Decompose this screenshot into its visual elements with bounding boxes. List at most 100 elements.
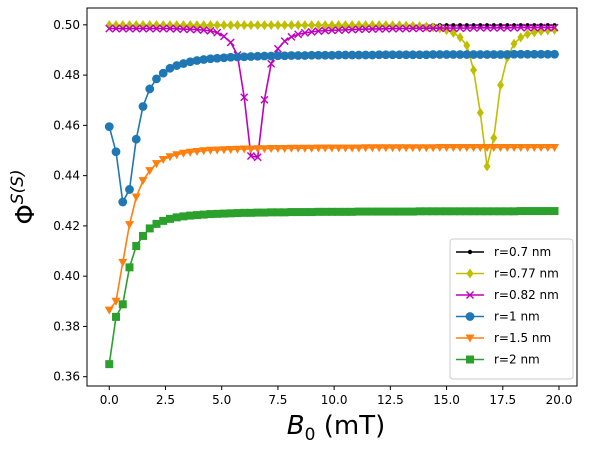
- data-point: [152, 219, 161, 228]
- data-point: [179, 212, 188, 221]
- data-point: [260, 208, 269, 217]
- data-point: [253, 208, 262, 217]
- data-point: [401, 144, 411, 153]
- data-point: [307, 50, 317, 60]
- data-point: [428, 50, 438, 59]
- legend-entry: r=1.5 nm: [456, 331, 551, 345]
- data-point: [213, 20, 221, 31]
- legend-entry: r=0.82 nm: [456, 288, 559, 302]
- data-point: [287, 208, 296, 217]
- data-point: [105, 360, 114, 369]
- data-point: [118, 24, 127, 33]
- data-point: [307, 27, 316, 36]
- series-5: [105, 207, 559, 369]
- data-point: [178, 149, 188, 158]
- legend-entry: r=0.7 nm: [456, 245, 551, 259]
- data-point: [340, 50, 350, 60]
- data-point: [192, 25, 201, 34]
- data-point: [145, 167, 155, 176]
- legend-marker: [466, 268, 474, 279]
- data-point: [172, 151, 182, 160]
- data-point: [341, 25, 350, 34]
- legend-entry: r=1 nm: [456, 310, 540, 324]
- data-point: [206, 54, 215, 64]
- data-point: [300, 51, 310, 60]
- data-point: [300, 28, 309, 37]
- data-point: [340, 144, 350, 153]
- data-point: [395, 207, 404, 216]
- data-point: [152, 24, 161, 33]
- data-point: [240, 208, 249, 217]
- x-axis-title-main: B: [287, 411, 305, 441]
- data-point: [421, 50, 431, 60]
- data-point: [503, 207, 512, 216]
- data-point: [381, 207, 390, 216]
- x-tick-label: 17.5: [489, 393, 516, 407]
- data-point: [145, 24, 154, 33]
- legend-label: r=0.7 nm: [494, 245, 551, 259]
- data-point: [226, 145, 236, 154]
- data-point: [347, 144, 357, 153]
- data-point: [145, 224, 154, 233]
- data-point: [516, 49, 526, 59]
- data-point: [158, 68, 168, 78]
- data-point: [274, 20, 282, 31]
- data-point: [287, 32, 296, 41]
- data-point: [273, 51, 283, 61]
- data-point: [313, 50, 323, 60]
- data-point: [104, 122, 114, 132]
- y-axis-title-main: Φ: [11, 204, 41, 224]
- data-point: [523, 143, 533, 152]
- data-point: [348, 207, 357, 216]
- data-point: [523, 49, 532, 59]
- data-point: [435, 24, 444, 33]
- data-point: [159, 216, 168, 225]
- data-point: [145, 84, 155, 94]
- data-point: [482, 143, 492, 152]
- data-point: [510, 23, 519, 32]
- data-point: [219, 32, 228, 41]
- data-point: [334, 50, 344, 60]
- data-point: [462, 207, 471, 216]
- data-point: [111, 147, 121, 157]
- data-point: [314, 27, 323, 36]
- data-point: [266, 51, 276, 61]
- data-point: [374, 144, 384, 153]
- data-point: [300, 144, 310, 153]
- data-point: [375, 207, 384, 216]
- data-point: [267, 20, 275, 31]
- data-point: [327, 207, 336, 216]
- data-point: [321, 207, 330, 216]
- data-point: [496, 143, 506, 152]
- data-point: [199, 26, 208, 35]
- data-point: [321, 26, 330, 35]
- data-point: [132, 242, 141, 251]
- legend-entries: r=0.7 nm r=0.77 nm r=0.82 nm r=1 nm r=1.5 nm…: [456, 245, 559, 367]
- data-point: [152, 74, 161, 84]
- data-point: [536, 49, 546, 59]
- data-point: [158, 156, 168, 165]
- data-point: [246, 208, 255, 217]
- data-point: [530, 23, 539, 32]
- data-point: [448, 50, 458, 59]
- data-point: [516, 207, 525, 216]
- data-point: [489, 207, 498, 216]
- data-point: [476, 107, 484, 118]
- x-tick-label: 10.0: [321, 393, 348, 407]
- data-point: [132, 24, 141, 33]
- data-point: [281, 20, 289, 31]
- data-point: [550, 143, 560, 152]
- data-point: [469, 207, 478, 216]
- data-point: [186, 25, 195, 34]
- data-point: [327, 26, 336, 35]
- data-point: [246, 152, 255, 161]
- legend-entry: r=2 nm: [456, 353, 540, 367]
- data-point: [543, 143, 553, 152]
- data-point: [247, 20, 255, 31]
- data-point: [496, 207, 505, 216]
- data-point: [125, 24, 134, 33]
- data-point: [112, 312, 121, 321]
- data-point: [449, 207, 458, 216]
- data-point: [199, 210, 208, 219]
